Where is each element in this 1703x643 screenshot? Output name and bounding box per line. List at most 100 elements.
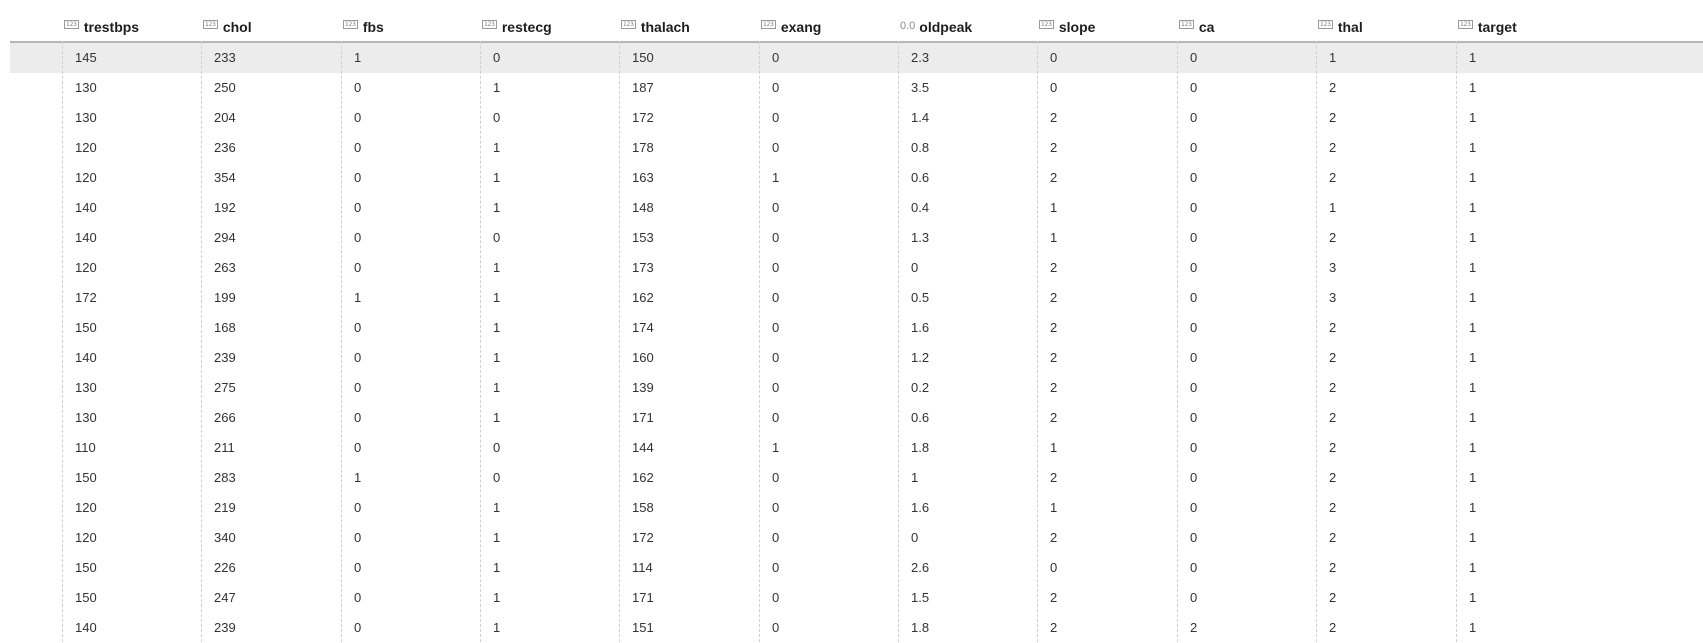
cell-thalach[interactable]: 171 — [632, 410, 654, 425]
cell-restecg[interactable]: 1 — [493, 380, 501, 395]
cell-chol[interactable]: 266 — [214, 410, 236, 425]
cell-fbs[interactable]: 0 — [354, 440, 362, 455]
cell-ca[interactable]: 0 — [1190, 230, 1198, 245]
cell-chol[interactable]: 204 — [214, 110, 236, 125]
cell-slope[interactable]: 2 — [1050, 260, 1058, 275]
cell-ca[interactable]: 0 — [1190, 410, 1198, 425]
cell-exang[interactable]: 0 — [772, 530, 780, 545]
cell-exang[interactable]: 0 — [772, 410, 780, 425]
cell-chol[interactable]: 233 — [214, 50, 236, 65]
cell-trestbps[interactable]: 130 — [75, 110, 97, 125]
cell-oldpeak[interactable]: 1.5 — [911, 590, 930, 605]
cell-trestbps[interactable]: 140 — [75, 230, 97, 245]
cell-thalach[interactable]: 173 — [632, 260, 654, 275]
cell-thalach[interactable]: 144 — [632, 440, 654, 455]
cell-ca[interactable]: 0 — [1190, 500, 1198, 515]
cell-thalach[interactable]: 150 — [632, 50, 654, 65]
cell-oldpeak[interactable]: 0.6 — [911, 170, 930, 185]
cell-trestbps[interactable]: 130 — [75, 80, 97, 95]
cell-ca[interactable]: 0 — [1190, 290, 1198, 305]
cell-oldpeak[interactable]: 0.4 — [911, 200, 930, 215]
cell-target[interactable]: 1 — [1469, 500, 1477, 515]
cell-exang[interactable]: 0 — [772, 140, 780, 155]
cell-fbs[interactable]: 1 — [354, 50, 362, 65]
cell-target[interactable]: 1 — [1469, 80, 1477, 95]
cell-thalach[interactable]: 172 — [632, 110, 654, 125]
table-row[interactable]: 110 211 0 0 144 1 1.8 1 0 2 1 — [10, 433, 1703, 463]
cell-exang[interactable]: 0 — [772, 290, 780, 305]
cell-exang[interactable]: 0 — [772, 470, 780, 485]
cell-thal[interactable]: 2 — [1329, 110, 1337, 125]
cell-oldpeak[interactable]: 2.6 — [911, 560, 930, 575]
column-header-fbs[interactable]: 123 fbs — [343, 12, 384, 41]
cell-thal[interactable]: 2 — [1329, 410, 1337, 425]
cell-slope[interactable]: 2 — [1050, 320, 1058, 335]
cell-slope[interactable]: 2 — [1050, 590, 1058, 605]
column-header-chol[interactable]: 123 chol — [203, 12, 252, 41]
table-row[interactable]: 172 199 1 1 162 0 0.5 2 0 3 1 — [10, 283, 1703, 313]
cell-ca[interactable]: 0 — [1190, 170, 1198, 185]
cell-exang[interactable]: 0 — [772, 260, 780, 275]
cell-chol[interactable]: 239 — [214, 620, 236, 635]
cell-ca[interactable]: 2 — [1190, 620, 1198, 635]
column-header-restecg[interactable]: 123 restecg — [482, 12, 552, 41]
cell-trestbps[interactable]: 120 — [75, 500, 97, 515]
cell-thal[interactable]: 2 — [1329, 140, 1337, 155]
cell-thalach[interactable]: 148 — [632, 200, 654, 215]
cell-exang[interactable]: 1 — [772, 170, 780, 185]
cell-restecg[interactable]: 1 — [493, 500, 501, 515]
cell-ca[interactable]: 0 — [1190, 590, 1198, 605]
cell-trestbps[interactable]: 120 — [75, 530, 97, 545]
cell-exang[interactable]: 0 — [772, 350, 780, 365]
cell-exang[interactable]: 0 — [772, 590, 780, 605]
cell-ca[interactable]: 0 — [1190, 380, 1198, 395]
cell-thalach[interactable]: 172 — [632, 530, 654, 545]
cell-trestbps[interactable]: 120 — [75, 140, 97, 155]
cell-oldpeak[interactable]: 1 — [911, 470, 919, 485]
table-row[interactable]: 150 247 0 1 171 0 1.5 2 0 2 1 — [10, 583, 1703, 613]
cell-target[interactable]: 1 — [1469, 110, 1477, 125]
cell-slope[interactable]: 2 — [1050, 170, 1058, 185]
column-header-thal[interactable]: 123 thal — [1318, 12, 1363, 41]
cell-thal[interactable]: 2 — [1329, 560, 1337, 575]
cell-thal[interactable]: 2 — [1329, 350, 1337, 365]
cell-chol[interactable]: 239 — [214, 350, 236, 365]
cell-fbs[interactable]: 0 — [354, 380, 362, 395]
table-row[interactable]: 150 283 1 0 162 0 1 2 0 2 1 — [10, 463, 1703, 493]
cell-exang[interactable]: 0 — [772, 110, 780, 125]
cell-ca[interactable]: 0 — [1190, 350, 1198, 365]
table-row[interactable]: 130 204 0 0 172 0 1.4 2 0 2 1 — [10, 103, 1703, 133]
cell-ca[interactable]: 0 — [1190, 320, 1198, 335]
cell-target[interactable]: 1 — [1469, 560, 1477, 575]
cell-slope[interactable]: 2 — [1050, 380, 1058, 395]
cell-oldpeak[interactable]: 0.5 — [911, 290, 930, 305]
table-row[interactable]: 120 236 0 1 178 0 0.8 2 0 2 1 — [10, 133, 1703, 163]
column-header-slope[interactable]: 123 slope — [1039, 12, 1095, 41]
cell-thalach[interactable]: 158 — [632, 500, 654, 515]
cell-target[interactable]: 1 — [1469, 410, 1477, 425]
cell-slope[interactable]: 2 — [1050, 290, 1058, 305]
table-row[interactable]: 140 192 0 1 148 0 0.4 1 0 1 1 — [10, 193, 1703, 223]
cell-thal[interactable]: 2 — [1329, 80, 1337, 95]
cell-chol[interactable]: 247 — [214, 590, 236, 605]
column-header-thalach[interactable]: 123 thalach — [621, 12, 690, 41]
cell-oldpeak[interactable]: 0.2 — [911, 380, 930, 395]
cell-thalach[interactable]: 187 — [632, 80, 654, 95]
cell-restecg[interactable]: 1 — [493, 590, 501, 605]
cell-fbs[interactable]: 0 — [354, 590, 362, 605]
cell-thal[interactable]: 2 — [1329, 320, 1337, 335]
cell-trestbps[interactable]: 150 — [75, 590, 97, 605]
cell-restecg[interactable]: 1 — [493, 560, 501, 575]
cell-chol[interactable]: 294 — [214, 230, 236, 245]
cell-fbs[interactable]: 0 — [354, 230, 362, 245]
cell-fbs[interactable]: 0 — [354, 110, 362, 125]
cell-thalach[interactable]: 162 — [632, 470, 654, 485]
cell-slope[interactable]: 2 — [1050, 470, 1058, 485]
cell-slope[interactable]: 1 — [1050, 230, 1058, 245]
table-row[interactable]: 130 250 0 1 187 0 3.5 0 0 2 1 — [10, 73, 1703, 103]
cell-oldpeak[interactable]: 0 — [911, 260, 919, 275]
cell-fbs[interactable]: 0 — [354, 260, 362, 275]
cell-fbs[interactable]: 0 — [354, 410, 362, 425]
cell-target[interactable]: 1 — [1469, 620, 1477, 635]
cell-restecg[interactable]: 1 — [493, 80, 501, 95]
